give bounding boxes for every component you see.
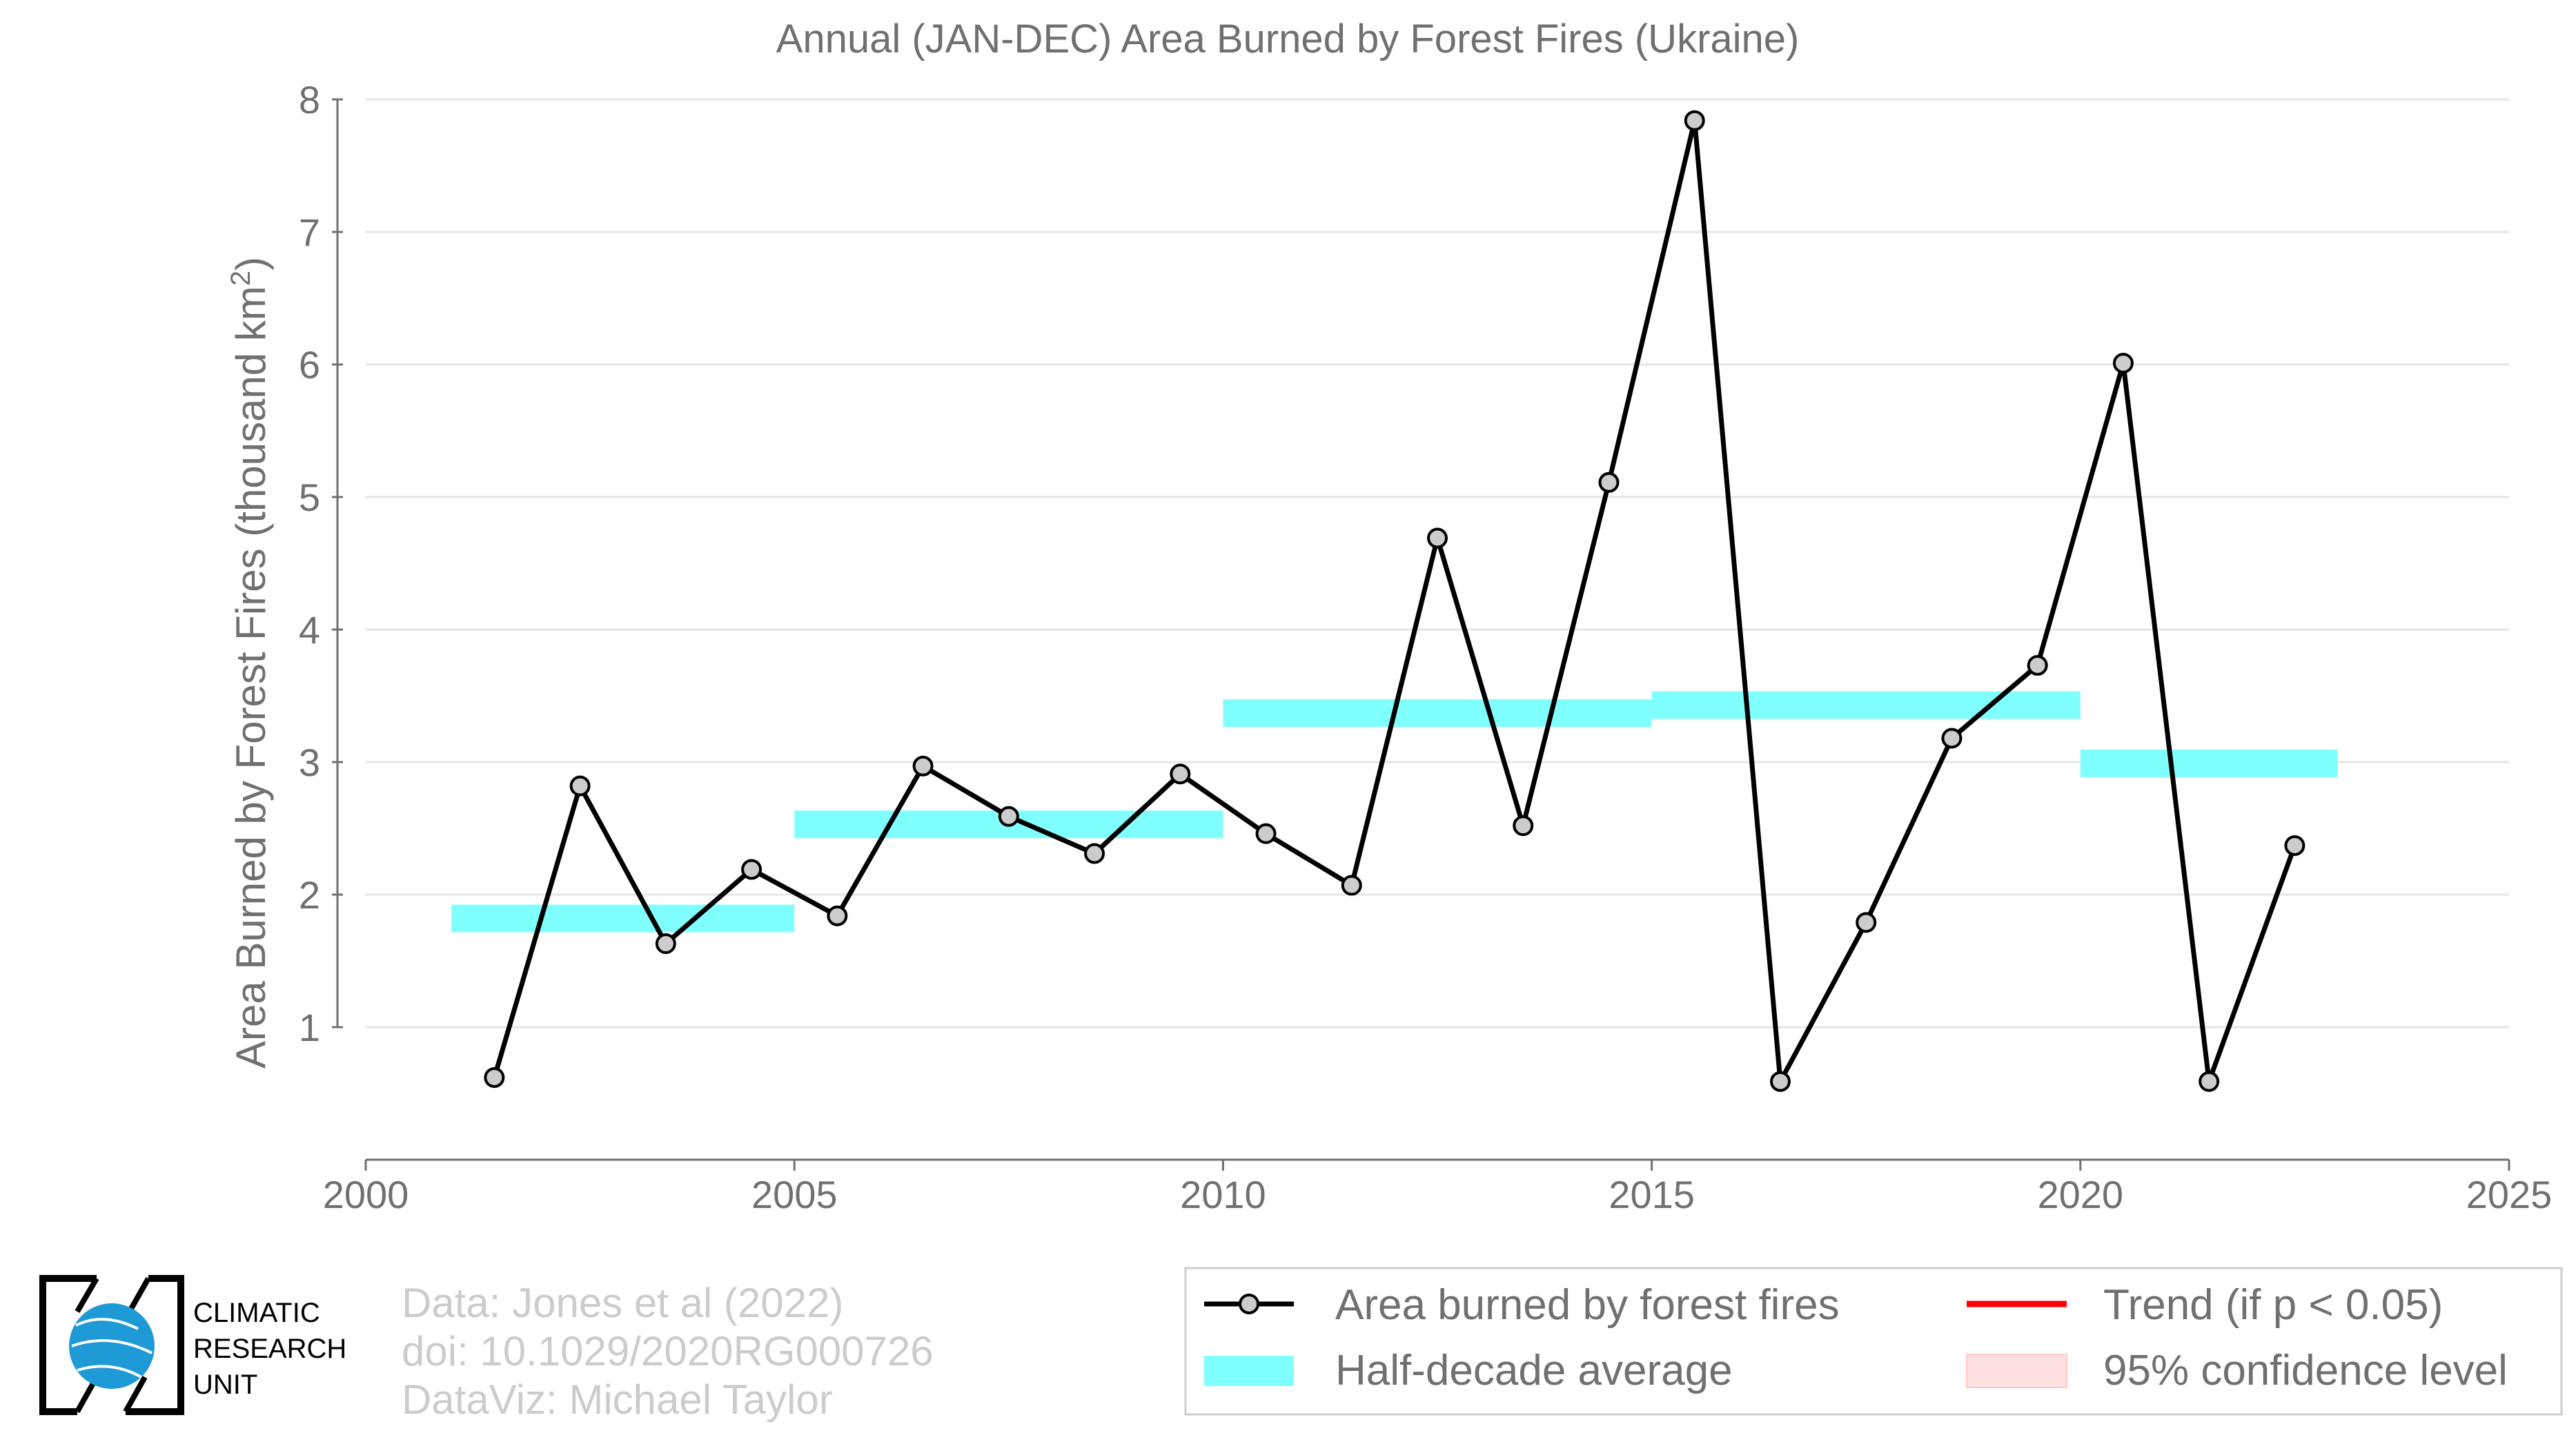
- legend-swatch-confidence: [1966, 1354, 2067, 1388]
- logo-line-3: UNIT: [193, 1370, 257, 1400]
- logo-line-2: RESEARCH: [193, 1334, 346, 1364]
- data-point-6: [998, 806, 1019, 827]
- half-decade-bar-4: [2080, 749, 2338, 777]
- data-point-7: [1084, 843, 1105, 864]
- data-point-11: [1427, 527, 1448, 549]
- data-point-5: [912, 755, 934, 777]
- chart-title: Annual (JAN-DEC) Area Burned by Forest F…: [776, 17, 1800, 61]
- data-point-16: [1856, 912, 1877, 933]
- y-tick-label-5: 5: [299, 476, 320, 519]
- data-point-13: [1598, 471, 1620, 493]
- data-point-0: [484, 1067, 505, 1088]
- x-tick-label-2020: 2020: [2038, 1173, 2124, 1216]
- legend-swatch-half-decade: [1204, 1356, 1294, 1386]
- legend-label-series: Area burned by forest fires: [1335, 1281, 1840, 1329]
- y-tick-label-6: 6: [299, 343, 320, 387]
- credit-data: Data: Jones et al (2022): [402, 1280, 843, 1326]
- data-point-21: [2284, 835, 2305, 856]
- logo-frame-slash: [75, 1276, 151, 1413]
- y-axis: 1 2 3 4 5 6 7 8: [299, 78, 343, 1049]
- data-point-9: [1255, 823, 1277, 844]
- half-decade-bar-0: [451, 904, 795, 933]
- logo-line-1: CLIMATIC: [193, 1298, 320, 1328]
- x-tick-label-2000: 2000: [323, 1173, 409, 1216]
- credit-doi: doi: 10.1029/2020RG000726: [402, 1328, 934, 1374]
- x-tick-label-2025: 2025: [2466, 1173, 2553, 1216]
- y-tick-label-4: 4: [299, 608, 320, 652]
- legend: Area burned by forest fires Half-decade …: [1184, 1267, 2563, 1416]
- legend-marker-series: [1239, 1294, 1259, 1314]
- legend-label-half-decade: Half-decade average: [1335, 1347, 1733, 1394]
- y-tick-label-7: 7: [299, 211, 320, 254]
- data-point-19: [2112, 353, 2134, 374]
- data-point-20: [2199, 1071, 2220, 1092]
- series-line-0: [492, 118, 2297, 1084]
- data-point-18: [2027, 654, 2048, 676]
- x-axis: 2000 2005 2010 2015 2020 2025: [323, 1158, 2553, 1216]
- globe-swirl: [71, 1318, 153, 1379]
- legend-label-confidence: 95% confidence level: [2103, 1347, 2508, 1394]
- cru-logo: CLIMATIC RESEARCH UNIT: [39, 1275, 346, 1415]
- x-tick-label-2015: 2015: [1609, 1173, 1695, 1216]
- data-point-14: [1684, 110, 1705, 131]
- data-point-8: [1170, 763, 1191, 785]
- logo-frame: [39, 1275, 184, 1415]
- legend-label-trend: Trend (if p < 0.05): [2103, 1281, 2443, 1329]
- y-tick-label-1: 1: [299, 1006, 320, 1049]
- half-decade-bar-2: [1223, 699, 1652, 727]
- data-point-4: [827, 905, 848, 926]
- y-tick-label-3: 3: [299, 741, 320, 784]
- series-area-burned: [484, 110, 2305, 1092]
- data-point-10: [1341, 875, 1362, 896]
- x-tick-label-2010: 2010: [1180, 1173, 1266, 1216]
- data-point-1: [569, 775, 591, 797]
- data-point-17: [1941, 728, 1963, 749]
- half-decade-bar-3: [1651, 691, 2081, 719]
- data-point-2: [655, 933, 676, 955]
- y-axis-label-close: ): [228, 257, 274, 271]
- y-axis-label-main: Area Burned by Forest Fires (thousand km: [228, 286, 274, 1069]
- y-axis-label: Area Burned by Forest Fires (thousand km…: [226, 257, 274, 1069]
- data-point-12: [1513, 815, 1534, 837]
- y-tick-label-8: 8: [299, 78, 320, 121]
- x-tick-label-2005: 2005: [751, 1173, 838, 1216]
- half-decade-average-bars: [451, 691, 2338, 933]
- data-point-15: [1769, 1071, 1791, 1092]
- legend-box: [1184, 1267, 2563, 1416]
- y-axis-label-sup: 2: [226, 271, 256, 286]
- y-tick-label-2: 2: [299, 873, 320, 917]
- credit-dataviz: DataViz: Michael Taylor: [402, 1376, 833, 1423]
- data-point-3: [741, 859, 763, 880]
